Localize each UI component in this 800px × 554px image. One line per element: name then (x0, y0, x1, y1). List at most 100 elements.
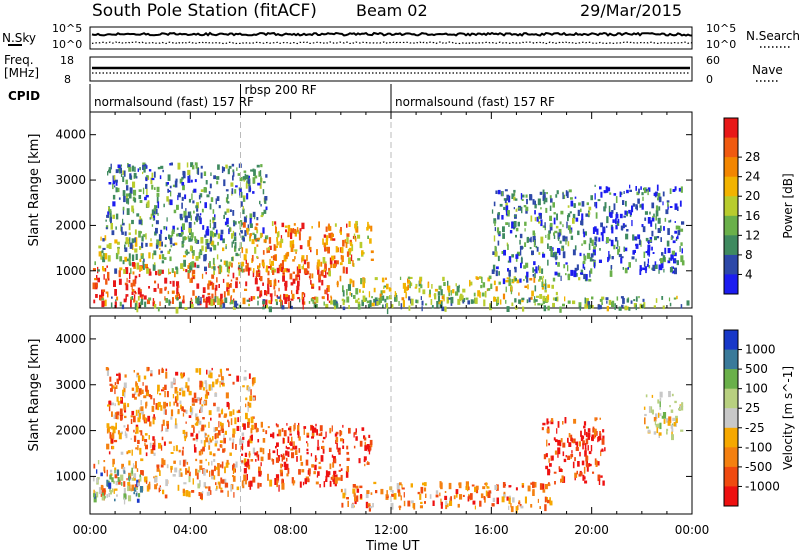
heatmap-cell (649, 239, 652, 243)
heatmap-cell (337, 477, 341, 481)
heatmap-cell (599, 186, 602, 190)
heatmap-cell (117, 477, 120, 482)
heatmap-cell (600, 475, 603, 478)
heatmap-cell (232, 169, 235, 173)
heatmap-cell (167, 250, 170, 254)
heatmap-cell (227, 419, 229, 423)
heatmap-cell (199, 200, 202, 204)
heatmap-cell (203, 469, 206, 476)
heatmap-cell (562, 421, 564, 425)
colorbar-swatch (724, 137, 738, 158)
heatmap-cell (457, 503, 460, 508)
heatmap-cell (200, 397, 203, 401)
heatmap-cell (335, 303, 339, 309)
heatmap-cell (660, 261, 664, 269)
heatmap-cell (243, 170, 247, 173)
heatmap-cell (152, 215, 156, 221)
heatmap-cell (551, 284, 554, 289)
heatmap-cell (543, 283, 545, 287)
heatmap-cell (507, 260, 510, 263)
heatmap-cell (519, 239, 521, 245)
heatmap-cell (118, 479, 121, 485)
heatmap-cell (518, 299, 521, 304)
heatmap-cell (262, 306, 265, 310)
heatmap-cell (202, 294, 205, 298)
heatmap-cell (230, 418, 233, 426)
heatmap-cell (631, 256, 635, 260)
heatmap-cell (313, 471, 316, 475)
heatmap-cell (327, 246, 330, 254)
heatmap-cell (374, 277, 378, 281)
heatmap-cell (611, 300, 615, 306)
heatmap-cell (323, 234, 327, 238)
heatmap-cell (122, 260, 125, 265)
heatmap-cell (530, 296, 533, 300)
heatmap-cell (597, 461, 600, 466)
heatmap-cell (518, 292, 520, 296)
heatmap-cell (133, 435, 137, 442)
heatmap-cell (123, 487, 126, 494)
colorbar-frame (723, 329, 739, 507)
heatmap-cell (158, 369, 161, 375)
heatmap-cell (161, 241, 163, 247)
heatmap-cell (154, 205, 158, 209)
heatmap-cell (367, 445, 371, 452)
heatmap-cell (122, 190, 126, 196)
heatmap-cell (290, 229, 294, 233)
heatmap-cell (357, 258, 361, 261)
heatmap-cell (232, 464, 234, 471)
heatmap-cell (301, 292, 303, 300)
heatmap-cell (570, 434, 573, 442)
heatmap-cell (127, 242, 130, 247)
heatmap-cell (183, 255, 187, 258)
heatmap-cell (613, 203, 616, 211)
heatmap-cell (265, 174, 268, 178)
heatmap-cell (194, 413, 198, 417)
heatmap-cell (218, 421, 220, 428)
heatmap-cell (191, 193, 193, 200)
heatmap-cell (322, 445, 325, 450)
heatmap-cell (159, 240, 162, 247)
heatmap-cell (137, 439, 140, 444)
heatmap-cell (339, 247, 342, 253)
heatmap-cell (109, 376, 112, 382)
heatmap-cell (298, 233, 301, 241)
heatmap-cell (543, 199, 546, 205)
heatmap-cell (214, 392, 218, 397)
nave-label: Nave (752, 63, 783, 77)
heatmap-cell (156, 196, 159, 204)
y-tick-label: 1000 (55, 264, 86, 278)
heatmap-cell (281, 428, 284, 432)
heatmap-cell (323, 481, 326, 488)
heatmap-cell (351, 244, 354, 252)
heatmap-cell (249, 213, 253, 220)
heatmap-cell (198, 195, 201, 200)
heatmap-cell (174, 180, 178, 188)
heatmap-cell (505, 280, 509, 283)
nsky-panel: N.Sky 10^5 10^0 10^5 10^0 N.Search (2, 22, 800, 51)
heatmap-cell (359, 241, 363, 249)
heatmap-cell (245, 265, 249, 272)
heatmap-cell (359, 289, 361, 293)
heatmap-cell (647, 429, 651, 433)
heatmap-cell (103, 460, 106, 463)
heatmap-cell (242, 195, 246, 198)
heatmap-cell (280, 471, 283, 477)
heatmap-cell (213, 459, 216, 462)
heatmap-cell (193, 262, 197, 268)
heatmap-cell (557, 237, 560, 241)
heatmap-cell (123, 170, 126, 177)
heatmap-cell (187, 235, 189, 239)
heatmap-cell (108, 182, 112, 185)
heatmap-cell (520, 249, 522, 256)
heatmap-cell (176, 297, 179, 301)
heatmap-cell (146, 201, 150, 208)
heatmap-cell (123, 269, 126, 274)
heatmap-cell (214, 440, 218, 444)
heatmap-cell (145, 401, 148, 407)
heatmap-cell (139, 216, 142, 222)
heatmap-cell (216, 254, 219, 260)
heatmap-cell (455, 291, 459, 296)
heatmap-cell (525, 206, 529, 212)
heatmap-cell (180, 217, 183, 221)
